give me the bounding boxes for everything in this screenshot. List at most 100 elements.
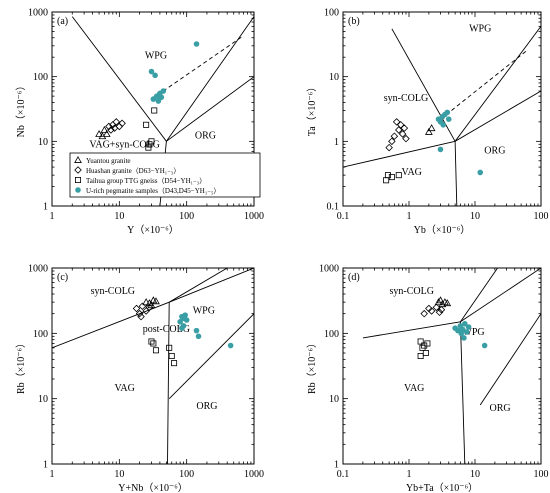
y-tick-label: 10 bbox=[329, 394, 339, 405]
panel-c: 1 10 100 1000 1 10 100 1000 Y+Nb（×10⁻⁶） Rb（×10⁻⁶）… bbox=[15, 264, 264, 493]
field-boundary bbox=[166, 76, 254, 142]
y-tick-label: 1 bbox=[334, 137, 339, 148]
field-boundary bbox=[454, 141, 458, 206]
panel-label: (c) bbox=[57, 272, 68, 283]
point-diamond bbox=[145, 303, 154, 312]
x-tick-label: 100 bbox=[534, 211, 549, 222]
point-diamond bbox=[395, 126, 403, 134]
y-tick-label: 100 bbox=[324, 8, 339, 19]
series-diamond bbox=[105, 118, 126, 134]
field-boundary bbox=[454, 26, 541, 142]
panel-label: (b) bbox=[348, 16, 360, 27]
point-square bbox=[417, 338, 424, 345]
point-circle bbox=[179, 325, 185, 331]
point-square bbox=[388, 174, 395, 181]
x-tick-label: 1 bbox=[407, 469, 412, 480]
point-diamond bbox=[110, 124, 119, 132]
x-tick-label: 0.1 bbox=[337, 211, 350, 222]
point-diamond bbox=[432, 303, 441, 312]
y-tick-label: 1 bbox=[334, 460, 339, 471]
series-triangle bbox=[95, 125, 111, 140]
point-diamond bbox=[392, 118, 401, 126]
x-tick-label: 1000 bbox=[244, 469, 264, 480]
point-diamond bbox=[388, 137, 396, 146]
field-label-vag: VAG bbox=[402, 167, 422, 178]
point-diamond bbox=[107, 126, 115, 134]
y-tick-label: 10 bbox=[38, 394, 48, 405]
point-diamond bbox=[398, 130, 407, 138]
field-boundary bbox=[459, 321, 466, 464]
legend: Yuantou granite Huashan granite（D63−YH₁₋₃… bbox=[69, 152, 261, 198]
point-triangle bbox=[443, 299, 452, 307]
plot-frame bbox=[342, 11, 542, 207]
point-square bbox=[383, 177, 390, 184]
x-tick-label: 10 bbox=[114, 211, 124, 222]
x-tick-label: 100 bbox=[179, 469, 194, 480]
point-square bbox=[148, 138, 155, 145]
y-tick-label: 1 bbox=[43, 460, 48, 471]
point-triangle bbox=[98, 132, 107, 140]
point-square bbox=[417, 352, 424, 359]
point-circle bbox=[160, 88, 167, 94]
field-label-org: ORG bbox=[490, 403, 511, 414]
legend-label-square: Taihua group TTG gneiss（D54−YH₁₋₃） bbox=[86, 177, 206, 185]
field-boundary bbox=[168, 268, 228, 303]
point-square bbox=[424, 340, 431, 347]
x-axis-label: Y（×10⁻⁶） bbox=[127, 224, 179, 236]
point-circle bbox=[461, 335, 467, 341]
point-circle bbox=[155, 98, 162, 104]
point-square bbox=[150, 340, 157, 347]
series-triangle bbox=[434, 296, 452, 308]
field-label-wpg: WPG bbox=[462, 327, 484, 338]
y-tick-label: 100 bbox=[324, 329, 339, 340]
point-circle bbox=[148, 68, 155, 75]
point-circle bbox=[193, 327, 200, 334]
field-label-vag: VAG bbox=[404, 383, 424, 394]
y-tick-label: 1000 bbox=[28, 264, 48, 275]
point-circle bbox=[182, 312, 188, 318]
y-axis-label: Rb（×10⁻⁶） bbox=[15, 338, 27, 394]
field-boundaries bbox=[52, 268, 254, 464]
field-label-syn-colg: syn-COLG bbox=[91, 286, 135, 297]
field-boundary bbox=[71, 16, 167, 142]
point-square bbox=[151, 107, 158, 114]
point-circle bbox=[463, 329, 470, 335]
legend-marker-triangle bbox=[74, 155, 82, 163]
x-tick-label: 1000 bbox=[244, 211, 264, 222]
y-axis-label: Rb（×10⁻⁶） bbox=[306, 338, 318, 394]
point-circle bbox=[445, 116, 452, 122]
point-circle bbox=[193, 41, 200, 47]
x-axis-label: Yb（×10⁻⁶） bbox=[414, 224, 471, 236]
field-boundaries bbox=[343, 26, 541, 206]
point-diamond bbox=[105, 122, 113, 131]
series-diamond bbox=[132, 302, 154, 321]
panel-a: 1 10 100 1000 1 10 100 1000 Y（×10⁻⁶） Nb（×10⁻⁶） (a)… bbox=[15, 8, 264, 237]
field-label-post-colg: post-COLG bbox=[143, 324, 190, 335]
y-tick-label: 10 bbox=[329, 72, 339, 83]
point-diamond bbox=[402, 134, 410, 143]
x-tick-label: 10 bbox=[114, 469, 124, 480]
series-circle bbox=[435, 109, 484, 176]
series-circle bbox=[148, 41, 200, 104]
field-label-vag: VAG bbox=[114, 383, 134, 394]
series-square bbox=[143, 107, 158, 151]
point-circle bbox=[183, 317, 190, 323]
dashed-boundary bbox=[440, 50, 527, 120]
point-triangle bbox=[424, 127, 433, 135]
field-boundary bbox=[460, 268, 498, 323]
panel-label: (a) bbox=[57, 16, 68, 27]
field-label-syn-colg: syn-COLG bbox=[384, 93, 428, 104]
point-circle bbox=[177, 319, 183, 325]
field-label-org: ORG bbox=[484, 145, 505, 156]
field-boundary bbox=[479, 313, 541, 406]
field-boundary bbox=[169, 268, 254, 303]
point-square bbox=[143, 121, 150, 128]
y-tick-label: 1 bbox=[43, 202, 48, 213]
y-tick-label: 10 bbox=[38, 137, 48, 148]
panel-label: (d) bbox=[348, 272, 360, 283]
point-circle bbox=[481, 342, 488, 349]
y-tick-label: 0.1 bbox=[327, 202, 340, 213]
point-square bbox=[148, 338, 155, 345]
plot-frame bbox=[342, 267, 542, 465]
